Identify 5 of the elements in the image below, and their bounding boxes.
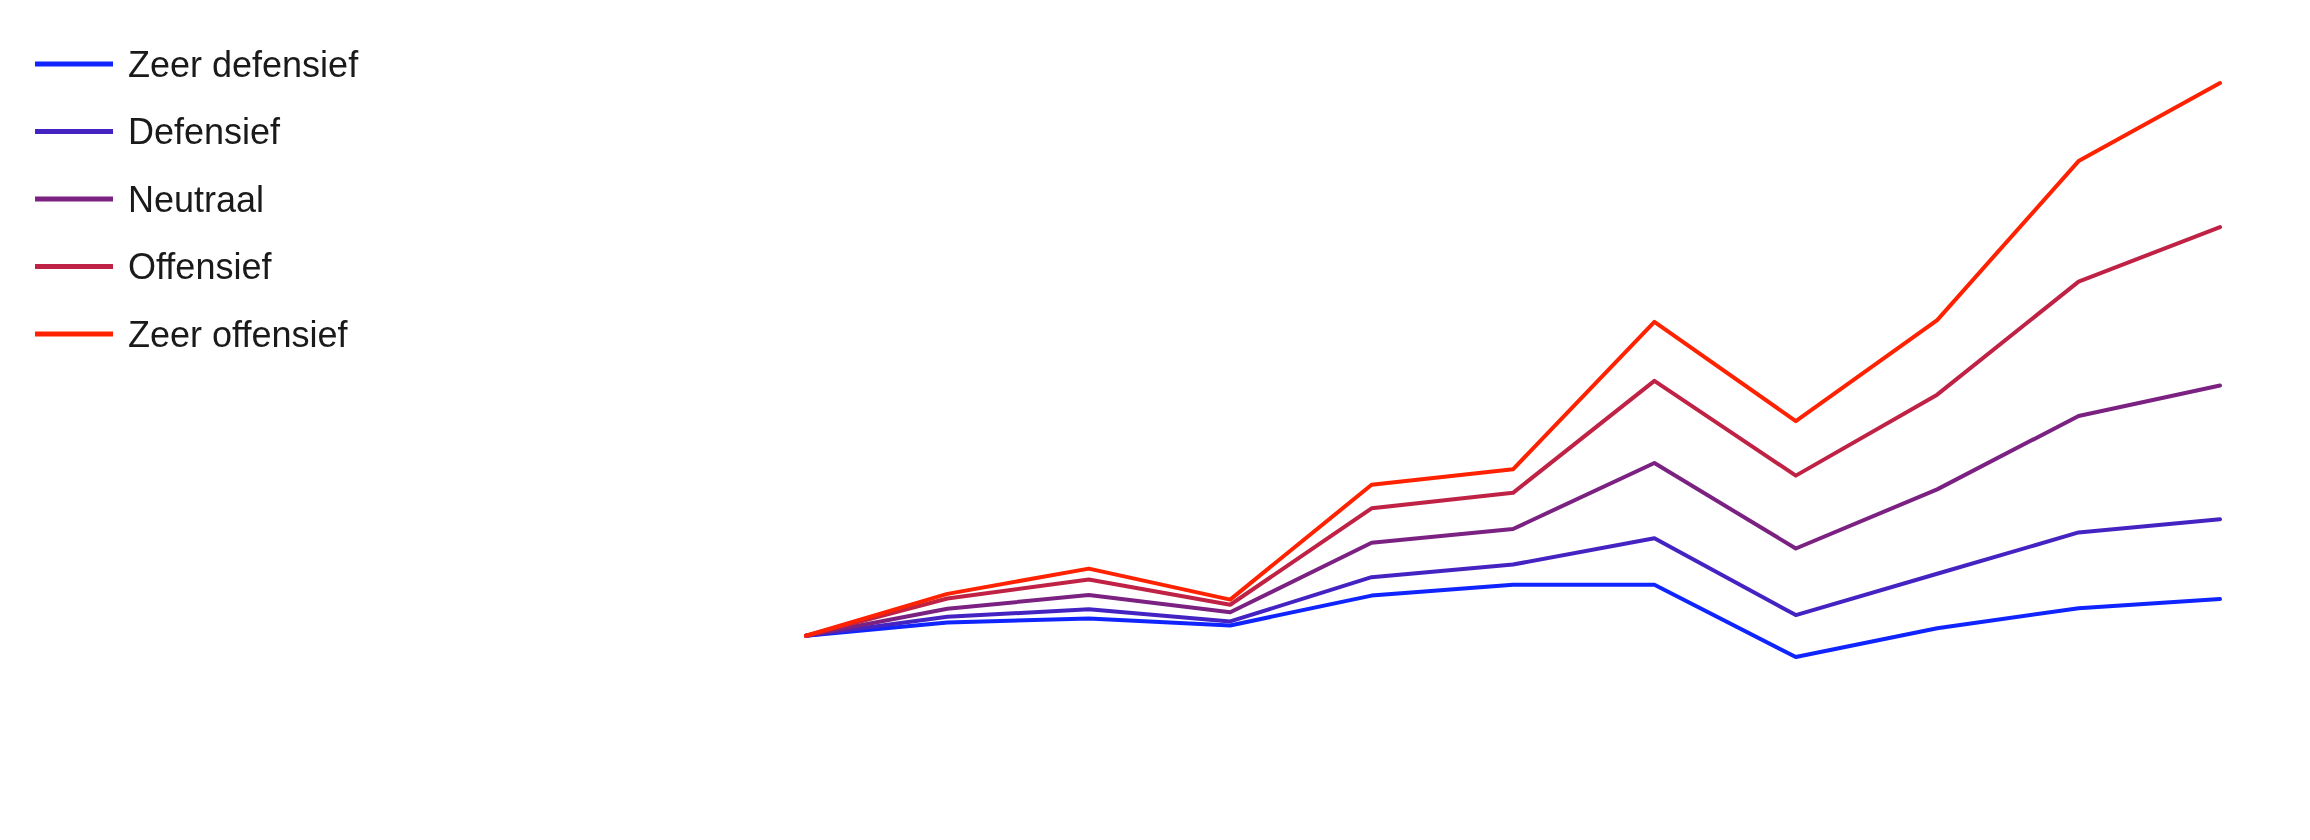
legend-label: Neutraal — [128, 178, 265, 220]
legend-label: Offensief — [128, 246, 273, 287]
legend-label: Zeer offensief — [128, 313, 349, 355]
legend-label: Defensief — [128, 111, 282, 152]
legend-label: Zeer defensief — [128, 43, 360, 85]
